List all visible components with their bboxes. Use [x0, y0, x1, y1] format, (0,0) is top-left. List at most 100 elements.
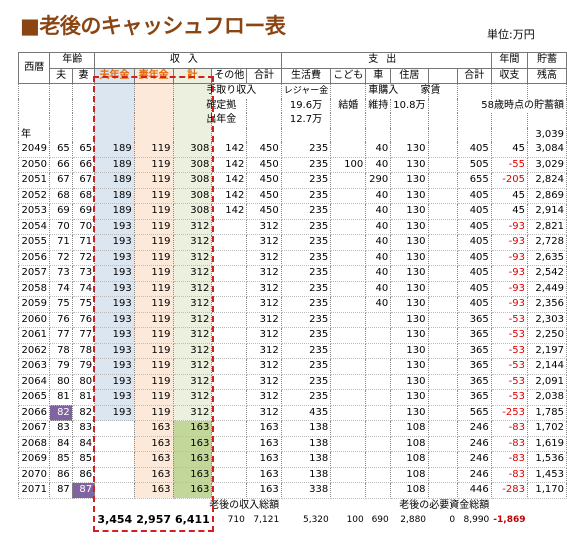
cell: 235 [280, 172, 332, 189]
cell: 40 [365, 157, 392, 173]
cell: -93 [490, 265, 528, 282]
data-row: 2062 78 78 193 119 312 312 235 130 365 -53 2,197 [17, 343, 567, 359]
total-cell [72, 513, 94, 528]
data-row: 2056 72 72 193 119 312 312 235 40 130 405 -93 2,635 [17, 250, 567, 266]
total-label-row: 老後の収入総額 老後の必要資金総額 [19, 498, 567, 513]
data-row: 2050 66 66 189 119 308 142 450 235 100 40 130 505 -55… [17, 157, 567, 173]
cell: 312 [246, 374, 282, 390]
cell: 312 [246, 296, 282, 313]
cell [330, 467, 367, 483]
total-label: 老後の収入総額 [209, 499, 280, 511]
total-cell: 8,990 [463, 515, 490, 526]
cell: -83 [490, 467, 528, 483]
cell: 67 [49, 172, 73, 189]
header: 夫年金 [94, 67, 135, 84]
cell: -93 [490, 250, 528, 266]
cell: 312 [246, 358, 282, 375]
cell: 130 [390, 234, 429, 251]
cell: 142 [211, 203, 248, 220]
cell: -83 [490, 420, 528, 437]
cell: 78 [49, 343, 73, 359]
cell [330, 234, 367, 251]
cell: 72 [49, 250, 73, 266]
cell: 142 [211, 188, 248, 204]
cell [330, 327, 367, 344]
cell: 66 [71, 157, 96, 173]
cell: 74 [49, 281, 73, 297]
cell: 119 [133, 296, 174, 313]
cell: 405 [456, 142, 492, 158]
cell [330, 358, 367, 375]
cell: 40 [365, 203, 392, 220]
cell: -55 [490, 157, 528, 173]
note: 手取り収入 [206, 83, 282, 99]
cell: 308 [172, 203, 213, 220]
cell: 235 [280, 219, 332, 235]
cell: 163 [133, 467, 174, 483]
total-cell [527, 513, 566, 528]
cell: 405 [456, 250, 492, 266]
cell [94, 436, 135, 452]
cell [211, 467, 248, 483]
data-row: 2053 69 69 189 119 308 142 450 235 40 130 405 45 2,91… [17, 203, 567, 220]
data-row: 2058 74 74 193 119 312 312 235 40 130 405 -93 2,449 [17, 281, 567, 297]
cell: 450 [246, 142, 282, 158]
header: 妻 [71, 67, 96, 84]
cell: 655 [456, 172, 492, 189]
cell: 81 [71, 389, 96, 406]
cell: 163 [172, 482, 213, 499]
cell: 65 [49, 142, 73, 158]
data-row: 2067 83 83 163 163 163 138 108 246 -83 1,702 [17, 420, 567, 437]
cell [330, 250, 367, 266]
cell: 163 [172, 436, 213, 452]
note-row: 確定拠 19.6万 結婚 維持 10.8万 58歳時点の貯蓄額 [17, 98, 567, 113]
cell: 108 [390, 420, 429, 437]
cell: 446 [456, 482, 492, 499]
cell: 2069 [17, 451, 51, 468]
header: 残高 [526, 67, 567, 84]
cell: 235 [280, 265, 332, 282]
cell: 119 [133, 219, 174, 235]
cell: 1,453 [526, 467, 567, 483]
cell [211, 374, 248, 390]
cell: 130 [390, 343, 429, 359]
cell: 565 [456, 405, 492, 421]
cell: 308 [172, 142, 213, 158]
cell: 163 [133, 451, 174, 468]
cell: 2064 [17, 374, 51, 390]
cell: 40 [365, 250, 392, 266]
data-row: 2054 70 70 193 119 312 312 235 40 130 405 -93 2,821 [17, 219, 567, 235]
cell: 312 [172, 405, 213, 421]
cell: 72 [71, 250, 96, 266]
cell: 193 [94, 343, 135, 359]
cashflow-table: 西暦 年齢 収入 支出 年間 貯蓄 夫 妻 夫年金 妻年金 計 その他 合計 生… [17, 52, 567, 528]
cell: 290 [365, 172, 392, 189]
cell [330, 343, 367, 359]
cell [427, 451, 458, 468]
cell: 2,542 [526, 265, 567, 282]
cell: 193 [94, 327, 135, 344]
total-label: 老後の必要資金総額 [399, 499, 490, 511]
cell [330, 281, 367, 297]
cell [427, 281, 458, 297]
cell: 312 [172, 219, 213, 235]
cell [330, 451, 367, 468]
cell: 119 [133, 250, 174, 266]
cell: 163 [246, 451, 282, 468]
cell [330, 405, 367, 421]
total-cell: 6,411 [175, 513, 210, 527]
cell: 66 [49, 157, 73, 173]
cell: 138 [280, 420, 332, 437]
cell: 163 [172, 420, 213, 437]
data-row: 2052 68 68 189 119 308 142 450 235 40 130 405 45 2,86… [17, 188, 567, 204]
cell [94, 451, 135, 468]
cell: 163 [133, 482, 174, 499]
data-row: 2069 85 85 163 163 163 138 108 246 -83 1,536 [17, 451, 567, 468]
note: 年 [17, 127, 51, 142]
cell: 65 [71, 142, 96, 158]
cell: 67 [71, 172, 96, 189]
cell: 312 [172, 374, 213, 390]
cell: -53 [490, 327, 528, 344]
cell: 189 [94, 188, 135, 204]
total-cell: 710 [227, 515, 245, 526]
